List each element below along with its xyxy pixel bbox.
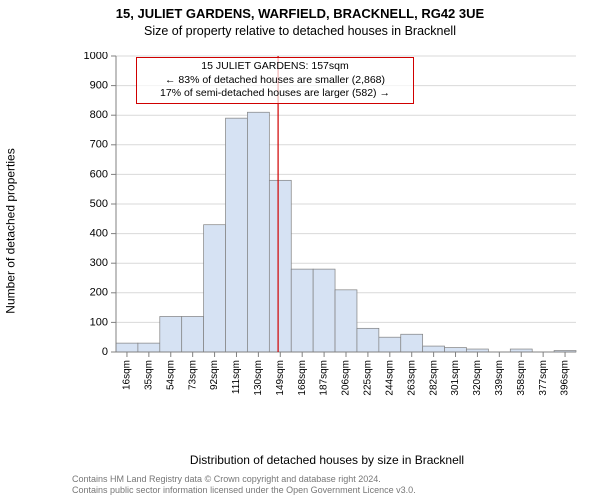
x-tick-label: 73sqm xyxy=(187,360,198,390)
y-tick-label: 200 xyxy=(90,287,108,299)
histogram-bar xyxy=(204,225,226,352)
chart-title: 15, JULIET GARDENS, WARFIELD, BRACKNELL,… xyxy=(0,6,600,21)
x-tick-label: 168sqm xyxy=(297,360,308,396)
histogram-bar xyxy=(445,348,467,352)
histogram-bar xyxy=(160,316,182,352)
y-tick-label: 0 xyxy=(102,346,108,358)
x-tick-label: 244sqm xyxy=(384,360,395,396)
histogram-bar xyxy=(116,343,138,352)
histogram-bar xyxy=(247,112,269,352)
x-tick-label: 377sqm xyxy=(538,360,549,396)
x-tick-label: 187sqm xyxy=(319,360,330,396)
y-tick-label: 100 xyxy=(90,316,108,328)
histogram-bar xyxy=(423,346,445,352)
histogram-bar xyxy=(182,316,204,352)
x-tick-label: 263sqm xyxy=(406,360,417,396)
annotation-line1: 15 JULIET GARDENS: 157sqm xyxy=(141,60,409,74)
annotation-line2: ← 83% of detached houses are smaller (2,… xyxy=(141,74,409,88)
y-tick-label: 500 xyxy=(90,198,108,210)
x-tick-label: 282sqm xyxy=(428,360,439,396)
plot-svg: 0 100 200 300 400 500 600 700 800 900 1000 16sqm 35s… xyxy=(72,52,582,400)
x-tick-label: 358sqm xyxy=(516,360,527,396)
x-tick-label: 35sqm xyxy=(143,360,154,390)
x-tick-label: 92sqm xyxy=(209,360,220,390)
histogram-bar xyxy=(226,118,248,352)
x-tick-label: 339sqm xyxy=(494,360,505,396)
y-tick-label: 900 xyxy=(90,80,108,92)
chart-figure: 15, JULIET GARDENS, WARFIELD, BRACKNELL,… xyxy=(0,0,600,500)
histogram-bar xyxy=(401,334,423,352)
annotation-box: 15 JULIET GARDENS: 157sqm ← 83% of detac… xyxy=(136,57,414,104)
histogram-bar xyxy=(335,290,357,352)
y-tick-label: 700 xyxy=(90,139,108,151)
histogram-bar xyxy=(313,269,335,352)
x-tick-label: 301sqm xyxy=(450,360,461,396)
histogram-bar xyxy=(379,337,401,352)
y-tick-label: 300 xyxy=(90,257,108,269)
y-axis-label-wrapper: Number of detached properties xyxy=(2,52,20,410)
histogram-bar xyxy=(138,343,160,352)
y-tick-label: 400 xyxy=(90,228,108,240)
x-tick-label: 225sqm xyxy=(363,360,374,396)
x-tick-label: 130sqm xyxy=(253,360,264,396)
footer-line2: Contains public sector information licen… xyxy=(72,485,582,496)
x-tick-label: 320sqm xyxy=(472,360,483,396)
x-tick-label: 16sqm xyxy=(122,360,133,390)
histogram-bar xyxy=(269,180,291,352)
annotation-line3: 17% of semi-detached houses are larger (… xyxy=(141,87,409,101)
y-tick-label: 1000 xyxy=(84,52,108,62)
x-tick-label: 54sqm xyxy=(165,360,176,390)
x-axis-label: Distribution of detached houses by size … xyxy=(72,453,582,467)
x-tick-label: 149sqm xyxy=(275,360,286,396)
footer-line1: Contains HM Land Registry data © Crown c… xyxy=(72,474,582,485)
chart-subtitle: Size of property relative to detached ho… xyxy=(0,24,600,38)
y-tick-label: 800 xyxy=(90,109,108,121)
x-tick-label: 206sqm xyxy=(341,360,352,396)
x-tick-label: 396sqm xyxy=(560,360,571,396)
x-tick-label: 111sqm xyxy=(231,360,242,394)
plot-area: 0 100 200 300 400 500 600 700 800 900 1000 16sqm 35s… xyxy=(72,52,582,400)
y-axis-label: Number of detached properties xyxy=(4,148,18,313)
histogram-bar xyxy=(357,328,379,352)
attribution-footer: Contains HM Land Registry data © Crown c… xyxy=(72,474,582,497)
histogram-bar xyxy=(291,269,313,352)
y-tick-label: 600 xyxy=(90,168,108,180)
